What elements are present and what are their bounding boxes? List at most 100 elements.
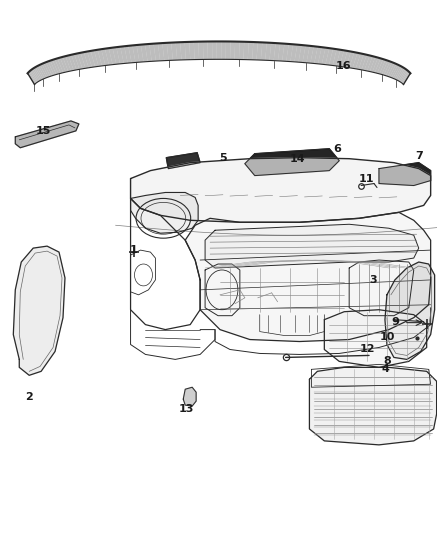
Polygon shape	[221, 42, 226, 59]
Polygon shape	[124, 46, 131, 63]
Polygon shape	[53, 59, 61, 74]
Polygon shape	[94, 50, 102, 66]
Polygon shape	[278, 43, 284, 61]
Polygon shape	[57, 58, 66, 72]
Polygon shape	[384, 61, 392, 76]
Polygon shape	[198, 42, 204, 60]
Polygon shape	[397, 68, 406, 81]
Polygon shape	[361, 55, 370, 70]
Polygon shape	[403, 72, 410, 84]
Polygon shape	[131, 192, 198, 233]
Polygon shape	[60, 57, 68, 72]
Polygon shape	[180, 42, 186, 60]
Polygon shape	[167, 43, 173, 60]
Polygon shape	[162, 43, 169, 61]
Polygon shape	[212, 42, 217, 59]
Polygon shape	[78, 53, 85, 69]
Polygon shape	[32, 69, 39, 82]
Text: 1: 1	[130, 245, 138, 255]
Polygon shape	[298, 45, 306, 62]
Polygon shape	[185, 212, 431, 342]
Polygon shape	[101, 49, 109, 66]
Polygon shape	[154, 43, 160, 61]
Polygon shape	[400, 70, 408, 83]
Polygon shape	[245, 149, 339, 175]
Polygon shape	[55, 58, 63, 73]
Polygon shape	[372, 58, 381, 72]
Polygon shape	[318, 47, 325, 64]
Polygon shape	[226, 42, 230, 59]
Polygon shape	[141, 44, 148, 62]
Polygon shape	[28, 71, 36, 84]
Polygon shape	[189, 42, 194, 60]
Polygon shape	[401, 71, 409, 83]
Polygon shape	[113, 47, 120, 64]
Polygon shape	[46, 61, 54, 76]
Text: 5: 5	[219, 152, 227, 163]
Polygon shape	[370, 57, 378, 72]
Polygon shape	[230, 42, 235, 59]
Polygon shape	[109, 47, 117, 64]
Polygon shape	[311, 46, 318, 63]
Polygon shape	[81, 52, 88, 68]
Polygon shape	[205, 224, 419, 268]
Text: 3: 3	[369, 275, 377, 285]
Polygon shape	[379, 60, 388, 75]
Text: 9: 9	[391, 317, 399, 327]
Text: 14: 14	[290, 154, 305, 164]
Polygon shape	[375, 58, 383, 73]
Polygon shape	[13, 246, 65, 375]
Polygon shape	[294, 45, 301, 62]
Polygon shape	[396, 67, 404, 80]
Polygon shape	[120, 46, 127, 63]
Polygon shape	[30, 70, 38, 83]
Polygon shape	[35, 66, 43, 79]
Polygon shape	[32, 68, 41, 81]
Polygon shape	[128, 45, 135, 63]
Text: 11: 11	[358, 174, 374, 183]
Polygon shape	[217, 42, 221, 59]
Polygon shape	[91, 50, 99, 67]
Polygon shape	[252, 42, 258, 60]
Text: 6: 6	[333, 144, 341, 154]
Polygon shape	[395, 66, 403, 79]
Polygon shape	[393, 66, 401, 79]
Polygon shape	[84, 52, 92, 68]
Polygon shape	[171, 43, 177, 60]
Polygon shape	[194, 42, 199, 60]
Polygon shape	[183, 387, 196, 406]
Polygon shape	[364, 55, 373, 71]
Polygon shape	[244, 42, 249, 60]
Polygon shape	[105, 48, 113, 65]
Polygon shape	[339, 50, 347, 67]
Polygon shape	[329, 49, 337, 66]
Polygon shape	[28, 72, 35, 84]
Polygon shape	[367, 56, 375, 71]
Polygon shape	[282, 44, 289, 61]
Polygon shape	[71, 54, 79, 70]
Polygon shape	[185, 42, 190, 60]
Polygon shape	[325, 48, 333, 65]
Polygon shape	[377, 59, 385, 74]
Polygon shape	[137, 45, 144, 62]
Polygon shape	[15, 121, 79, 148]
Polygon shape	[399, 69, 406, 82]
Polygon shape	[65, 55, 74, 71]
Polygon shape	[385, 262, 434, 359]
Polygon shape	[48, 61, 56, 75]
Polygon shape	[307, 46, 314, 63]
Polygon shape	[392, 64, 399, 78]
Polygon shape	[234, 42, 240, 60]
Polygon shape	[324, 310, 427, 367]
Polygon shape	[63, 56, 71, 71]
Polygon shape	[248, 42, 253, 60]
Text: 12: 12	[359, 344, 375, 354]
Polygon shape	[388, 63, 396, 77]
Polygon shape	[346, 52, 354, 68]
Polygon shape	[303, 45, 310, 63]
Polygon shape	[203, 42, 208, 59]
Polygon shape	[257, 42, 262, 60]
Polygon shape	[208, 42, 212, 59]
Polygon shape	[353, 53, 360, 69]
Polygon shape	[265, 43, 271, 60]
